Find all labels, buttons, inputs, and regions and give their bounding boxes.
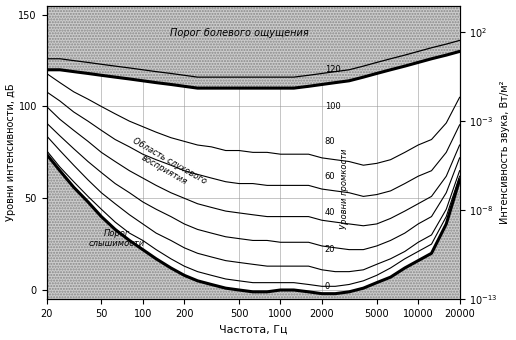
Y-axis label: Уровни интенсивности, дБ: Уровни интенсивности, дБ [6,84,15,221]
Text: Уровни громкости: Уровни громкости [340,149,349,229]
Text: 120: 120 [325,65,341,74]
Text: 60: 60 [325,172,335,181]
Text: 100: 100 [325,102,341,111]
Text: Область слухового
восприятия: Область слухового восприятия [126,136,208,194]
Text: 20: 20 [325,245,335,254]
Text: Порог болевого ощущения: Порог болевого ощущения [170,28,309,38]
Text: Порог
слышимости: Порог слышимости [89,229,145,248]
Text: 40: 40 [325,208,335,217]
Text: 0: 0 [325,282,330,291]
Y-axis label: Интенсивность звука, Вт/м²: Интенсивность звука, Вт/м² [501,81,510,224]
Text: 80: 80 [325,137,335,146]
X-axis label: Частота, Гц: Частота, Гц [219,324,287,335]
